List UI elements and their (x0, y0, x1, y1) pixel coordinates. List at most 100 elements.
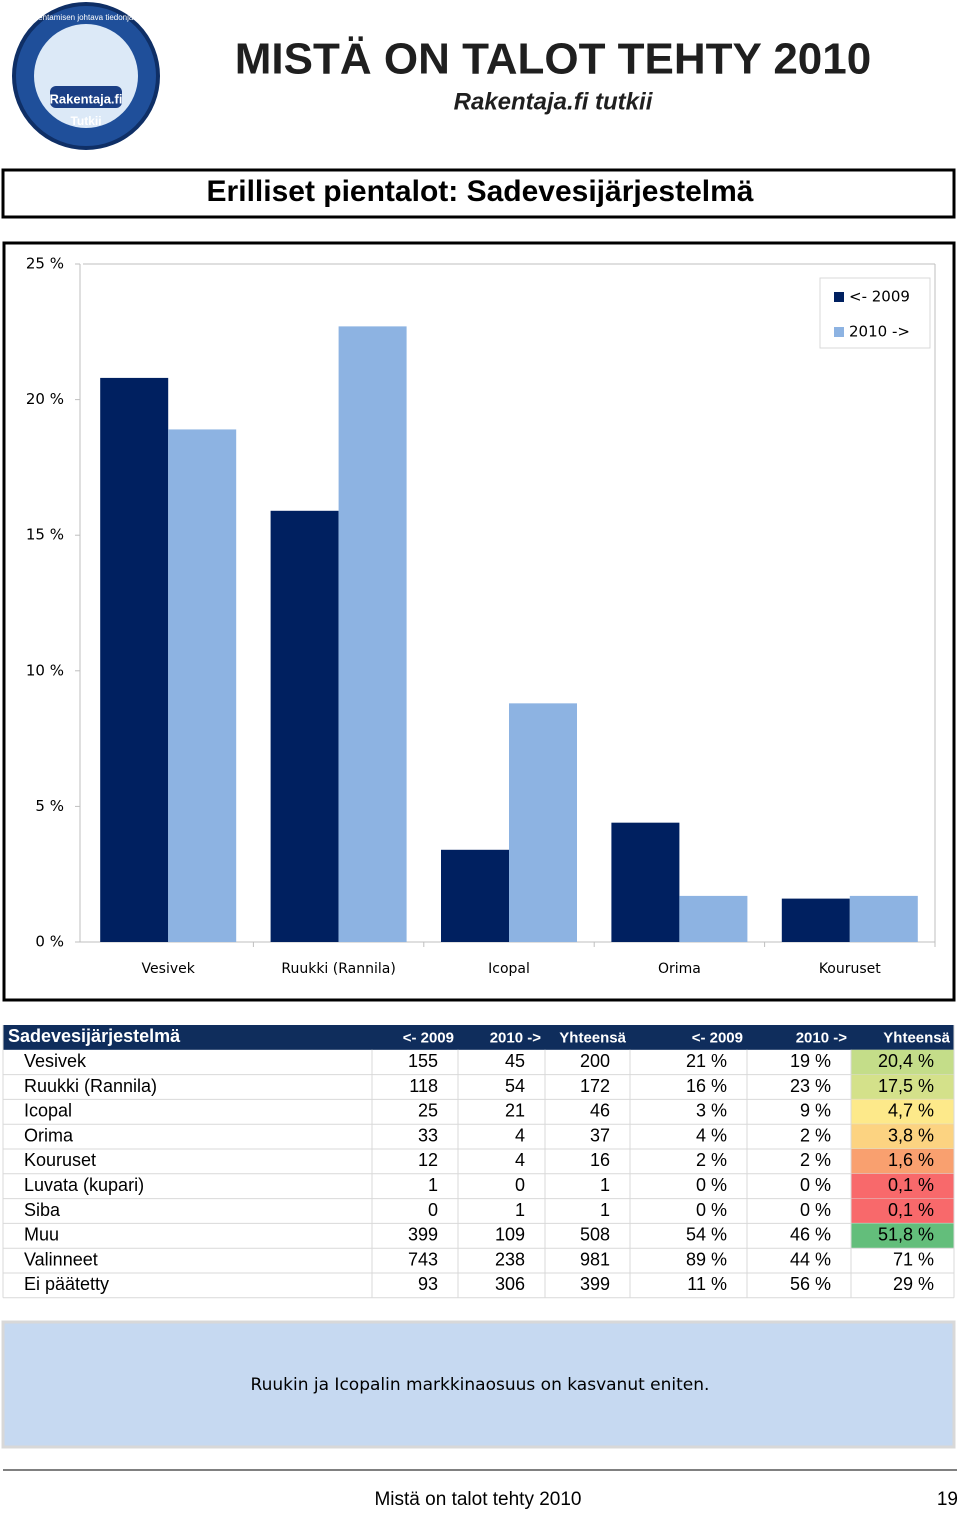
table-cell: 25 (418, 1101, 438, 1121)
section-title: Erilliset pientalot: Sadevesijärjestelmä (207, 175, 754, 208)
table-cell: 2 % (800, 1150, 831, 1170)
table-cell: 306 (495, 1274, 525, 1294)
y-tick-label: 15 % (26, 526, 64, 544)
x-tick-label: Ruukki (Rannila) (281, 961, 395, 977)
page-number: 19 (937, 1489, 958, 1510)
table-header: Yhteensä (883, 1029, 950, 1046)
total-cell-bg (851, 1124, 954, 1149)
bar (509, 703, 577, 942)
table-cell: 399 (408, 1225, 438, 1245)
table-cell: 399 (580, 1274, 610, 1294)
table-cell: 33 (418, 1125, 438, 1145)
bar (679, 895, 748, 942)
table-cell: 4 (515, 1150, 525, 1170)
total-cell-bg (851, 1074, 954, 1100)
y-tick-label: 5 % (35, 797, 64, 815)
table-cell: 3 % (696, 1101, 727, 1121)
table-cell: 0 % (696, 1175, 727, 1195)
table-cell: 508 (580, 1225, 610, 1245)
table-cell: 89 % (686, 1249, 727, 1269)
table-cell: 54 (505, 1076, 525, 1096)
y-tick-label: 10 % (26, 661, 64, 679)
table-cell: 981 (580, 1249, 610, 1269)
y-tick-label: 0 % (35, 933, 64, 951)
logo-name: Rakentaja.fi (50, 91, 123, 106)
table-cell: 23 % (790, 1076, 831, 1096)
table-cell: 16 (590, 1150, 610, 1170)
table-cell: 12 (418, 1150, 438, 1170)
x-tick-label: Orima (658, 961, 701, 977)
bar (781, 898, 850, 942)
table-header: Sadevesijärjestelmä (8, 1026, 181, 1046)
table-cell: 19 % (790, 1051, 831, 1071)
table-cell: 37 (590, 1125, 610, 1145)
table-cell: 2 % (800, 1125, 831, 1145)
table-cell: 93 (418, 1274, 438, 1294)
table-cell: 109 (495, 1225, 525, 1245)
row-label: Ruukki (Rannila) (24, 1076, 157, 1096)
table-cell: 172 (580, 1076, 610, 1096)
header-title: MISTÄ ON TALOT TEHTY 2010 (235, 35, 871, 84)
table-cell: 1 (600, 1175, 610, 1195)
logo-tag: Tutkii (70, 114, 101, 128)
table-cell: 16 % (686, 1076, 727, 1096)
row-label: Luvata (kupari) (24, 1175, 144, 1195)
table-header: <- 2009 (403, 1029, 454, 1046)
row-label: Muu (24, 1225, 59, 1245)
table-cell: 54 % (686, 1225, 727, 1245)
table-cell: 118 (409, 1076, 438, 1096)
table-cell: 71 % (893, 1249, 934, 1269)
row-label: Valinneet (24, 1249, 98, 1269)
table-cell: 0 (515, 1175, 525, 1195)
table-cell: 46 (590, 1101, 610, 1121)
table-cell: 0,1 % (888, 1175, 934, 1195)
row-label: Siba (24, 1200, 61, 1220)
row-label: Icopal (24, 1101, 72, 1121)
table-cell: 0 % (800, 1200, 831, 1220)
table-cell: 4 (515, 1125, 525, 1145)
total-cell-bg (851, 1149, 954, 1174)
table-cell: 4,7 % (888, 1101, 934, 1121)
logo: Rakentaja.fi Tutkii Rakentamisen johtava… (12, 2, 160, 150)
table-cell: 0 % (696, 1200, 727, 1220)
bar (849, 895, 918, 942)
legend-label: 2010 -> (849, 323, 910, 341)
table-cell: 44 % (790, 1249, 831, 1269)
table-cell: 0 % (800, 1175, 831, 1195)
bar (270, 510, 339, 942)
table-cell: 0,1 % (888, 1200, 934, 1220)
legend-swatch (834, 292, 844, 302)
table-cell: 4 % (696, 1125, 727, 1145)
x-tick-label: Icopal (488, 961, 530, 977)
total-cell-bg (851, 1049, 954, 1075)
table-header: <- 2009 (692, 1029, 743, 1046)
table-cell: 11 % (687, 1274, 727, 1294)
note-box (1, 1320, 956, 1449)
x-tick-label: Kouruset (819, 961, 881, 977)
total-cell-bg (851, 1198, 954, 1224)
y-tick-label: 25 % (26, 255, 64, 273)
table-cell: 21 % (686, 1051, 727, 1071)
table-cell: 743 (408, 1249, 438, 1269)
table-header: 2010 -> (490, 1029, 542, 1046)
total-cell-bg (851, 1223, 954, 1249)
table-cell: 200 (580, 1051, 610, 1071)
legend-swatch (834, 327, 844, 337)
table-cell: 238 (495, 1249, 525, 1269)
table-cell: 20,4 % (878, 1051, 934, 1071)
table-cell: 0 (428, 1200, 438, 1220)
bar (168, 429, 237, 942)
table-cell: 45 (505, 1051, 525, 1071)
row-label: Vesivek (24, 1051, 87, 1071)
row-label: Ei päätetty (24, 1274, 109, 1294)
table-cell: 2 % (696, 1150, 727, 1170)
note: Ruukin ja Icopalin markkinaosuus on kasv… (251, 1375, 710, 1395)
bar (100, 377, 169, 942)
table-header: Yhteensä (559, 1029, 626, 1046)
table-cell: 21 (505, 1101, 525, 1121)
table-cell: 17,5 % (878, 1076, 934, 1096)
table-cell: 3,8 % (888, 1125, 934, 1145)
table-cell: 46 % (790, 1225, 831, 1245)
table-cell: 51,8 % (878, 1225, 934, 1245)
